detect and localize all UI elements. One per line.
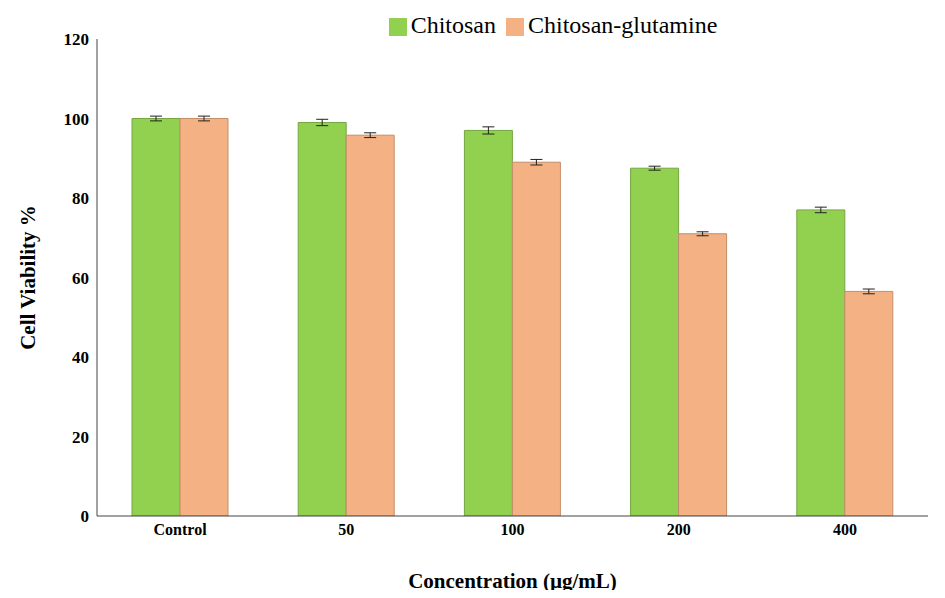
svg-text:20: 20 — [72, 428, 89, 447]
svg-text:200: 200 — [667, 521, 691, 538]
svg-text:100: 100 — [64, 110, 90, 129]
svg-text:400: 400 — [833, 521, 857, 538]
svg-text:40: 40 — [72, 348, 89, 367]
svg-text:Control: Control — [154, 521, 208, 538]
html-text:Chitosan-glutamine: Chitosan-glutamine — [528, 12, 718, 38]
svg-text:120: 120 — [64, 30, 90, 49]
html-text:Chitosan: Chitosan — [410, 12, 496, 38]
svg-text:100: 100 — [501, 521, 525, 538]
svg-text:80: 80 — [72, 189, 89, 208]
svg-text:0: 0 — [81, 507, 90, 526]
svg-text:50: 50 — [338, 521, 354, 538]
svg-text:60: 60 — [72, 269, 89, 288]
svg-text:Cell Viability %: Cell Viability % — [16, 205, 40, 350]
svg-text:Concentration (µg/mL): Concentration (µg/mL) — [408, 569, 617, 590]
